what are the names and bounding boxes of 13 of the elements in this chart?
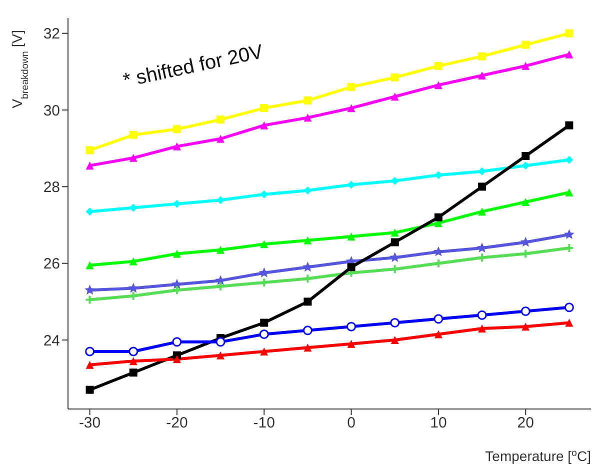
y-tick-label: 24 bbox=[43, 332, 60, 350]
x-tick-label: 10 bbox=[430, 414, 447, 432]
x-tick-label: -20 bbox=[166, 414, 188, 432]
x-tick-label: 20 bbox=[517, 414, 534, 432]
x-tick-label: -10 bbox=[253, 414, 275, 432]
x-tick-label: -30 bbox=[78, 414, 101, 432]
y-tick-label: 28 bbox=[43, 178, 60, 196]
annotation: * shifted for 20V bbox=[121, 40, 266, 93]
y-tick-label: 30 bbox=[43, 102, 60, 120]
x-tick-label: 0 bbox=[347, 414, 356, 432]
y-tick-label: 32 bbox=[43, 26, 60, 43]
y-tick-label: 26 bbox=[43, 256, 60, 273]
x-axis-title: Temperature [$^{o}$C] bbox=[485, 448, 591, 464]
